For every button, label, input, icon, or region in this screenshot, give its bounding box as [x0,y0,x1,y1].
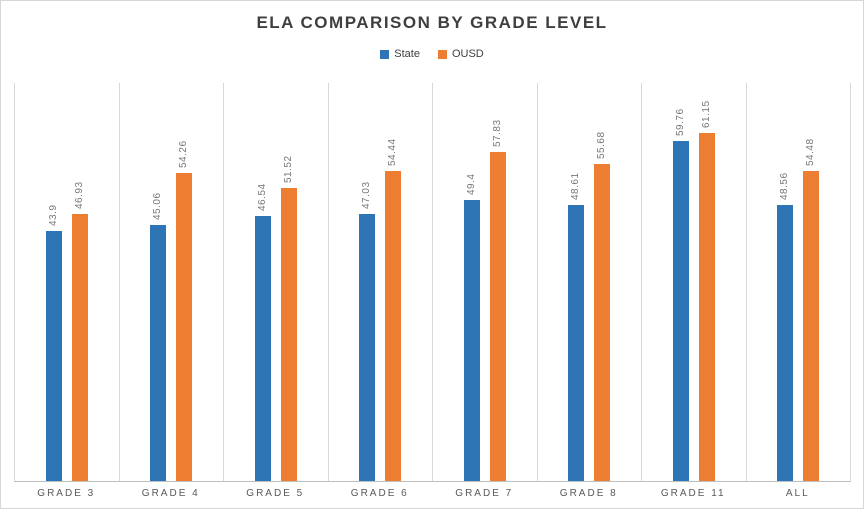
data-label-ousd-all: 54.48 [805,138,817,167]
bar-group-ousd: 46.93 [71,83,88,481]
data-label-ousd-grade-5: 51.52 [282,155,294,184]
bar-state-grade-5 [254,216,271,481]
bar-state-grade-6 [359,213,376,481]
data-label-state-grade-5: 46.54 [256,183,268,212]
x-axis-label-grade-11: GRADE 11 [660,488,726,499]
bar-group-ousd: 54.48 [803,83,820,481]
data-label-ousd-grade-7: 57.83 [491,119,503,148]
data-label-ousd-grade-6: 54.44 [387,138,399,167]
chart-title: ELA COMPARISON BY GRADE LEVEL [256,13,608,32]
legend-item-ousd: OUSD [437,48,484,60]
bar-ousd-all [803,171,820,481]
bar-group-state: 43.9 [45,83,62,481]
x-axis-label-grade-5: GRADE 5 [246,488,305,499]
bar-state-grade-7 [463,200,480,481]
bar-ousd-grade-8 [594,164,611,481]
category-band-grade-7: 49.4 57.83 [432,83,537,481]
category-band-all: 48.56 54.48 [745,83,851,481]
bar-group-state: 48.56 [777,83,794,481]
bar-group-state: 47.03 [359,83,376,481]
data-label-ousd-grade-8: 55.68 [596,131,608,160]
bar-ousd-grade-7 [489,152,506,481]
bar-ousd-grade-4 [176,172,193,481]
data-label-state-grade-8: 48.61 [570,172,582,200]
x-axis-label-grade-3: GRADE 3 [37,488,96,499]
category-band-grade-3: 43.9 46.93 [14,83,119,481]
bar-group-state: 46.54 [254,83,271,481]
data-label-state-grade-7: 49.4 [465,173,477,196]
data-label-state-grade-4: 45.06 [152,192,164,220]
bar-group-state: 48.61 [568,83,585,481]
bar-ousd-grade-5 [280,188,297,481]
bar-group-ousd: 57.83 [489,83,506,481]
bar-group-ousd: 54.26 [176,83,193,481]
category-band-grade-8: 48.61 55.68 [536,83,642,481]
category-band-grade-4: 45.06 54.26 [118,83,224,481]
plot-area: 43.9 46.93 45.06 54.26 46.54 51.52 47.03 54.44 4… [14,83,851,482]
bar-group-state: 59.76 [672,83,689,481]
bar-ousd-grade-3 [71,214,88,481]
x-axis-label-grade-4: GRADE 4 [141,488,200,499]
bar-group-ousd: 55.68 [594,83,611,481]
bar-state-grade-8 [568,204,585,481]
legend-item-state: State [380,48,420,60]
bar-group-ousd: 61.15 [698,83,715,481]
bar-ousd-grade-11 [698,133,715,481]
category-band-grade-6: 47.03 54.44 [327,83,433,481]
x-axis-label-grade-8: GRADE 8 [559,488,618,499]
bar-group-ousd: 51.52 [280,83,297,481]
bar-group-state: 49.4 [463,83,480,481]
state-swatch-icon [380,49,390,59]
bar-state-grade-4 [150,224,167,481]
legend-label-ousd: OUSD [451,48,484,60]
bar-group-ousd: 54.44 [385,83,402,481]
bar-ousd-grade-6 [385,171,402,481]
category-band-grade-11: 59.76 61.15 [641,83,746,481]
legend-label-state: State [394,48,420,60]
bar-group-state: 45.06 [150,83,167,481]
data-label-state-grade-6: 47.03 [361,181,373,209]
category-band-grade-5: 46.54 51.52 [223,83,328,481]
x-axis-labels: GRADE 3 GRADE 4 GRADE 5 GRADE 6 GRADE 7 GRADE… [14,484,850,506]
legend: State OUSD [1,48,863,60]
x-axis-label-grade-7: GRADE 7 [455,488,514,499]
data-label-ousd-grade-11: 61.15 [700,100,712,129]
data-label-ousd-grade-3: 46.93 [73,181,85,210]
bar-state-grade-11 [672,141,689,481]
x-axis-label-grade-6: GRADE 6 [350,488,409,499]
bar-state-all [777,204,794,481]
data-label-ousd-grade-4: 54.26 [178,139,190,168]
bar-state-grade-3 [45,231,62,481]
ousd-swatch-icon [437,49,447,59]
data-label-state-all: 48.56 [779,172,791,200]
data-label-state-grade-11: 59.76 [674,108,686,137]
x-axis-label-all: ALL [785,488,810,499]
data-label-state-grade-3: 43.9 [47,204,59,227]
